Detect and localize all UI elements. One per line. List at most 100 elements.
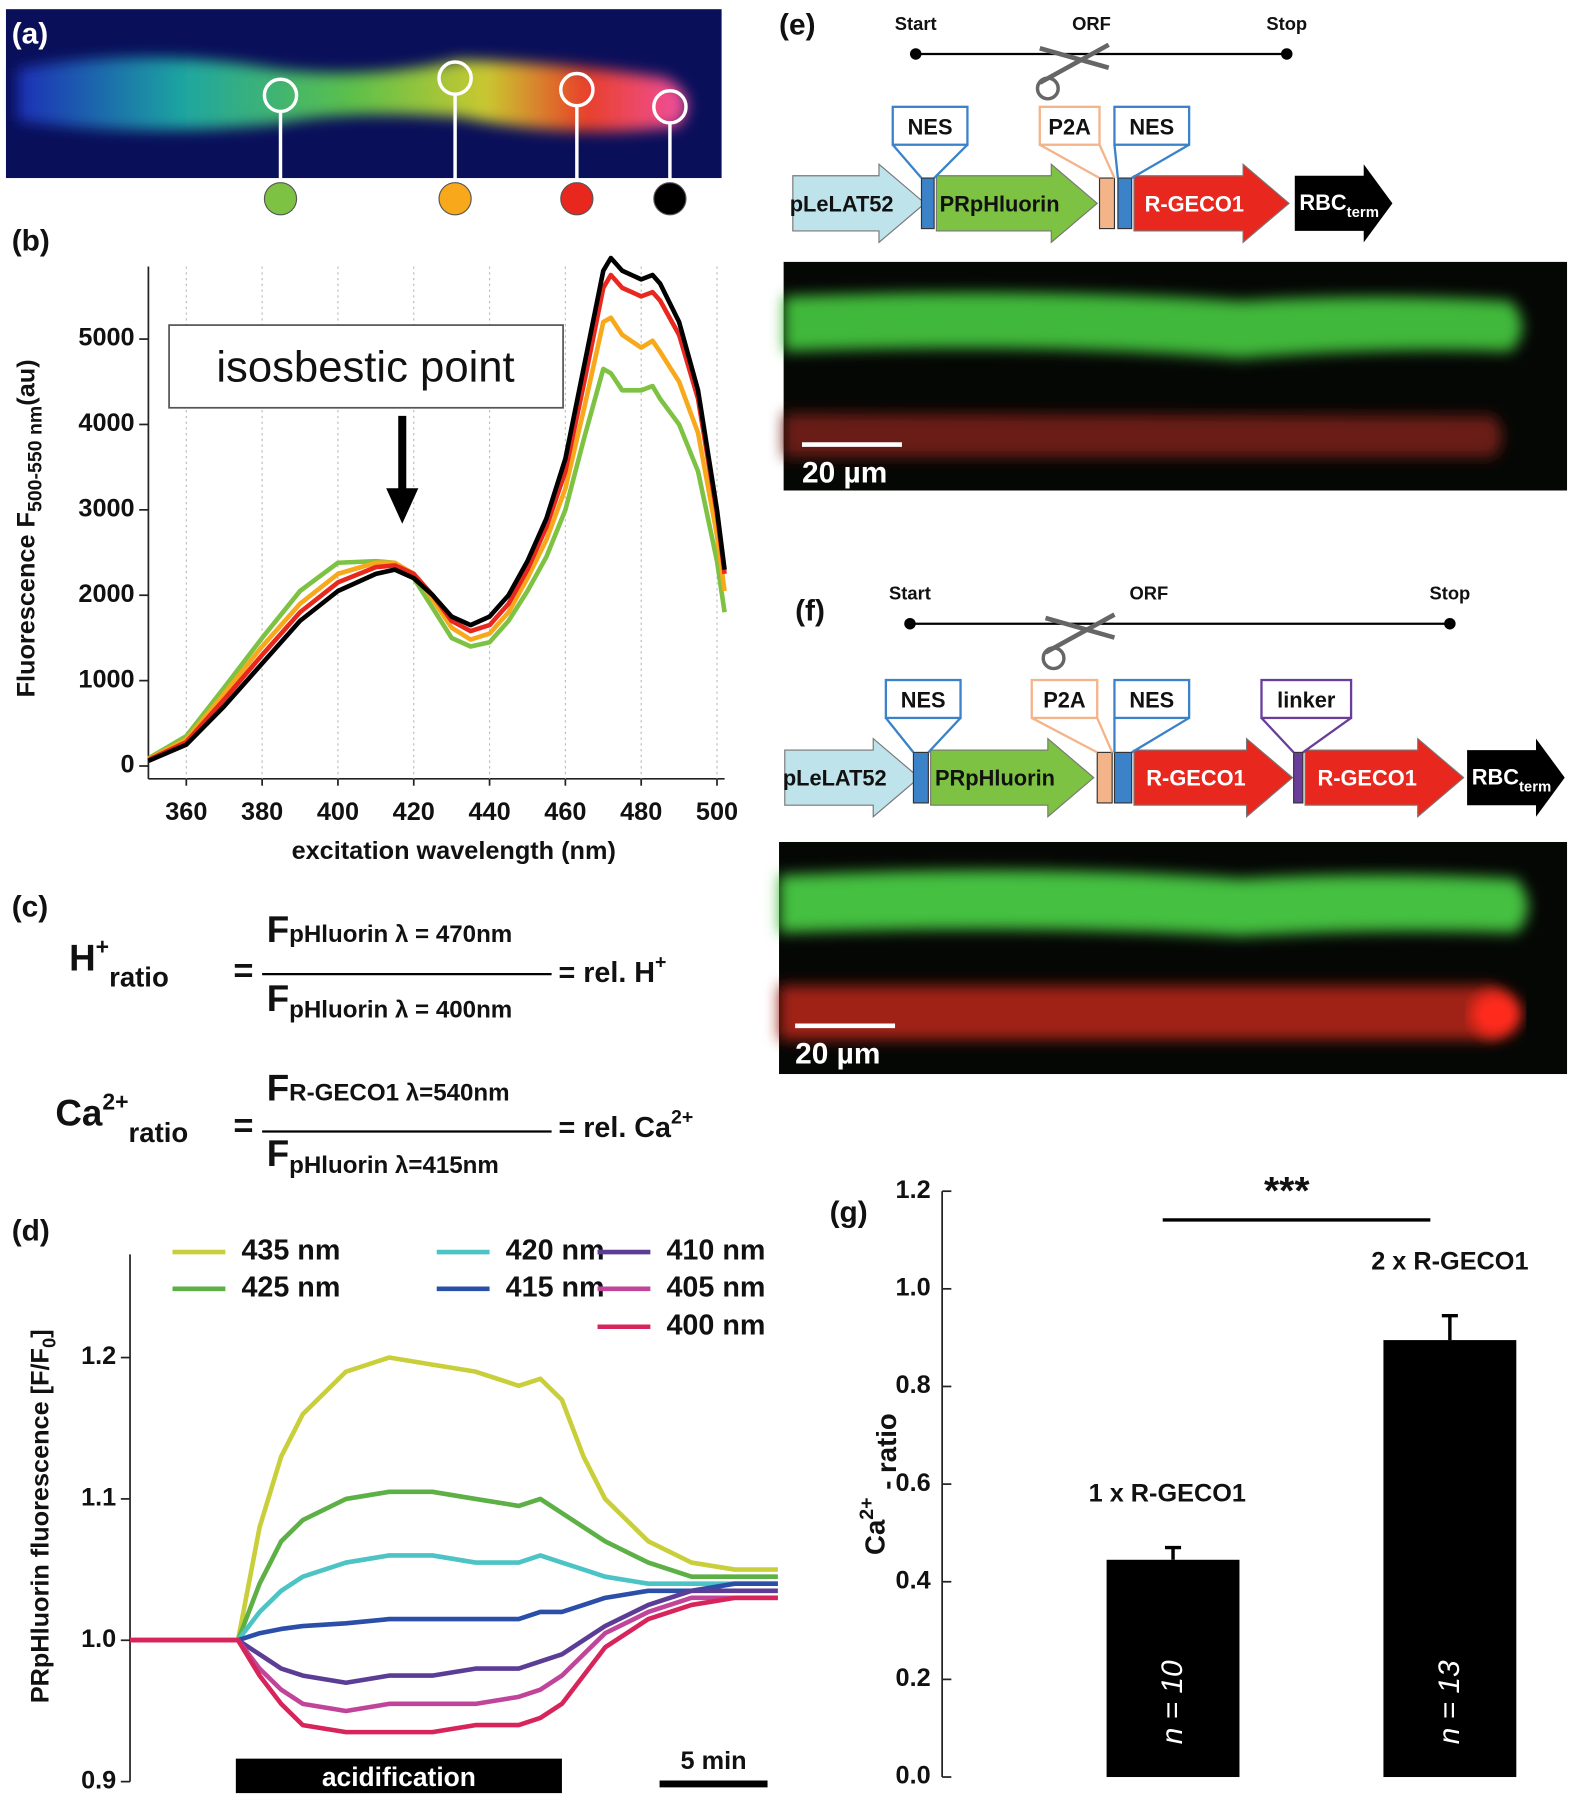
series-line: [130, 1489, 778, 1643]
tag-block: [920, 177, 935, 230]
equation-rhs: = rel. H+: [558, 951, 666, 989]
text-part: F: [267, 909, 289, 950]
red-channel: [779, 985, 1514, 1040]
series-line: [130, 1355, 778, 1643]
error-bar: [1164, 1545, 1182, 1560]
annotation-arrowhead: [386, 488, 419, 524]
tag-callout: [1098, 144, 1116, 179]
y-tick-label: 0.4: [896, 1566, 931, 1594]
y-tick-label: 1.0: [896, 1274, 931, 1302]
tag-label: NES: [908, 114, 953, 139]
text-part: Ca: [860, 1519, 891, 1555]
gene-arrow: [1133, 737, 1294, 818]
text-part: 2+: [102, 1089, 128, 1115]
tag-label: linker: [1277, 688, 1336, 713]
tag-callout: [1039, 143, 1101, 180]
y-axis-label: PRpHluorin fluorescence [F/F0]: [26, 1329, 59, 1703]
series-line: [130, 1553, 778, 1643]
acidification-label: acidification: [322, 1762, 476, 1792]
tag-callout: [1096, 717, 1114, 753]
text-part: F: [267, 978, 289, 1019]
text-part: +: [655, 951, 666, 973]
tag-callout: [1260, 717, 1295, 754]
gene-label: PRpHluorin: [940, 191, 1060, 216]
text-part: term: [1519, 778, 1551, 795]
text-part: H: [69, 938, 96, 979]
tag-box: [1113, 105, 1191, 146]
orf-label: ORF: [1072, 13, 1111, 34]
tag-block: [912, 751, 929, 804]
x-tick-label: 460: [544, 798, 586, 826]
gene-label: R-GECO1: [1146, 766, 1245, 791]
orf-end: [1444, 617, 1456, 630]
terminator-label: RBCterm: [1472, 765, 1552, 796]
tag-box: [1030, 678, 1099, 720]
orf-end: [909, 48, 922, 60]
legend-label: 425 nm: [241, 1271, 340, 1303]
text-part: 2+: [671, 1106, 693, 1128]
tag-label: NES: [901, 688, 946, 713]
orf-label: Start: [889, 583, 931, 604]
tag-callout: [1131, 716, 1190, 754]
text-part: ]: [26, 1329, 54, 1337]
orf-label: Stop: [1429, 583, 1470, 604]
tag-label: NES: [1129, 114, 1174, 139]
gene-arrow: [935, 163, 1099, 244]
panel-label: (g): [830, 1196, 868, 1229]
y-tick-label: 1000: [78, 665, 134, 693]
y-tick-label: 0.6: [896, 1469, 931, 1497]
roi-markers: [262, 60, 688, 182]
tag-callout: [1302, 716, 1352, 754]
legend-label: 420 nm: [506, 1235, 605, 1267]
significance: ***: [1264, 1170, 1310, 1213]
y-tick-label: 0: [121, 751, 135, 779]
y-axis-label: Fluorescence F500-550 nm(au): [13, 359, 47, 697]
orf-label: ORF: [1130, 583, 1169, 604]
text-part: 2+: [856, 1497, 878, 1519]
tag-callout: [933, 143, 969, 179]
series-line: [130, 1581, 778, 1643]
annotation-box: [168, 324, 564, 409]
text-part: pHluorin λ = 470nm: [289, 921, 512, 948]
terminator-label: RBCterm: [1299, 190, 1379, 221]
x-axis-label: excitation wavelength (nm): [292, 837, 616, 865]
x-tick-label: 380: [241, 798, 283, 826]
category-label: 2 x R-GECO1: [1371, 1248, 1528, 1276]
x-tick-label: 400: [317, 798, 359, 826]
orf-end: [1281, 48, 1293, 60]
text-part: Fluorescence F: [13, 512, 41, 697]
tag-callout: [927, 717, 962, 754]
terminator-arrow: [1294, 164, 1393, 243]
text-part: term: [1347, 204, 1379, 221]
x-tick-label: 360: [165, 798, 207, 826]
text-part: F: [267, 1133, 289, 1174]
equation-equals: =: [233, 952, 253, 990]
y-tick-label: 0.2: [896, 1664, 931, 1692]
text-part: R-GECO1 λ=540nm: [289, 1079, 509, 1106]
equation-lhs: Ca2+ratio: [55, 1089, 188, 1148]
y-tick-label: 1.2: [81, 1342, 116, 1370]
orf-label: Stop: [1266, 13, 1307, 34]
time-scale-label: 5 min: [681, 1747, 747, 1775]
series-line: [147, 366, 727, 761]
legend-label: 410 nm: [666, 1235, 765, 1267]
tag-box: [1113, 678, 1191, 720]
annotation: isosbestic point: [216, 342, 514, 391]
series-line: [147, 315, 727, 762]
category-label: 1 x R-GECO1: [1089, 1480, 1246, 1508]
equation-numerator: FpHluorin λ = 470nm: [267, 909, 513, 950]
gene-label: R-GECO1: [1145, 191, 1244, 216]
scissors: [1035, 76, 1060, 101]
panel-label: (b): [12, 224, 50, 257]
panel-label: (a): [12, 18, 49, 51]
pollen-tube-image: [17, 57, 688, 132]
panel-label: (d): [12, 1215, 50, 1248]
tag-label: P2A: [1048, 114, 1091, 139]
equation-equals: =: [233, 1107, 253, 1145]
y-axis-label: Ca2+ - ratio: [856, 1413, 902, 1555]
y-tick-label: 1.0: [81, 1625, 116, 1653]
y-tick-label: 0.0: [896, 1762, 931, 1790]
equation-denominator: FpHluorin λ=415nm: [267, 1133, 499, 1179]
tag-callout: [1031, 716, 1098, 754]
tag-callout: [1113, 144, 1120, 179]
